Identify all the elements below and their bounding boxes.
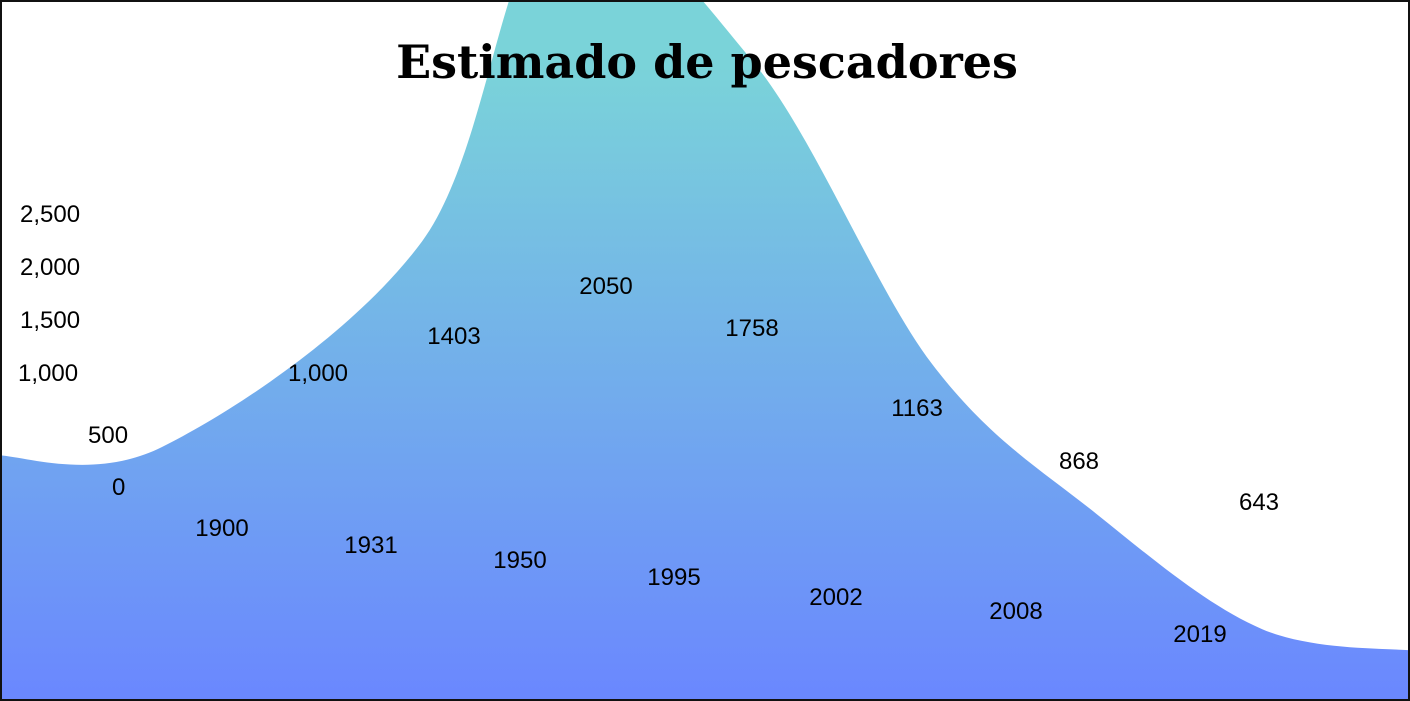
data-label: 643 xyxy=(1239,489,1279,516)
x-axis-ticks: 1900 1931 1950 1995 2002 2008 2019 xyxy=(195,515,1226,648)
data-labels: 1,000 1403 2050 1758 1163 868 643 xyxy=(288,273,1279,516)
data-label: 2050 xyxy=(579,273,632,300)
y-tick-label: 1,000 xyxy=(18,360,78,387)
x-tick-label: 1900 xyxy=(195,515,248,542)
data-label: 868 xyxy=(1059,448,1099,475)
x-tick-label: 2002 xyxy=(809,584,862,611)
data-label: 1,000 xyxy=(288,360,348,387)
x-tick-label: 1950 xyxy=(493,547,546,574)
y-tick-label: 500 xyxy=(88,422,128,449)
data-label: 1758 xyxy=(725,315,778,342)
x-tick-label: 1931 xyxy=(344,532,397,559)
data-label: 1403 xyxy=(427,323,480,350)
data-label: 1163 xyxy=(891,395,943,422)
chart-title: Estimado de pescadores xyxy=(396,35,1018,89)
y-tick-label: 2,000 xyxy=(20,254,80,281)
y-axis-ticks: 2,500 2,000 1,500 1,000 500 0 xyxy=(18,201,128,501)
x-tick-label: 2008 xyxy=(989,598,1042,625)
y-tick-label: 0 xyxy=(112,474,125,501)
y-tick-label: 2,500 xyxy=(20,201,80,228)
x-tick-label: 1995 xyxy=(647,564,700,591)
x-tick-label: 2019 xyxy=(1173,621,1226,648)
y-tick-label: 1,500 xyxy=(20,307,80,334)
